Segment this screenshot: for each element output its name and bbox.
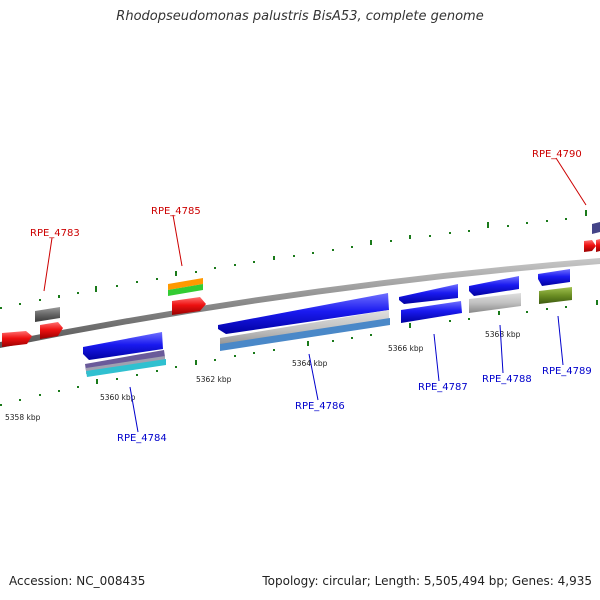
topology-text: Topology: circular; Length: 5,505,494 bp… (262, 574, 592, 588)
inner-dotted-scale (0, 300, 598, 406)
gene-rpe-4790[interactable] (584, 222, 600, 252)
gene-rpe-4787[interactable] (399, 284, 462, 323)
tick-label-5368: 5368 kbp (485, 330, 521, 339)
tick-label-5358: 5358 kbp (5, 413, 41, 422)
label-leaders (43, 157, 587, 433)
tick-label-5360: 5360 kbp (100, 393, 136, 402)
gene-label-rpe-4783[interactable]: RPE_4783 (30, 228, 80, 239)
gene-rpe-4785[interactable] (168, 278, 206, 315)
gene-label-rpe-4787[interactable]: RPE_4787 (418, 382, 468, 393)
outer-dotted-scale (0, 210, 587, 309)
gene-label-rpe-4785[interactable]: RPE_4785 (151, 206, 201, 217)
tick-label-5362: 5362 kbp (196, 375, 232, 384)
gene-label-rpe-4788[interactable]: RPE_4788 (482, 374, 532, 385)
gene-rpe-4784[interactable] (83, 332, 166, 377)
tick-label-5366: 5366 kbp (388, 344, 424, 353)
gene-rpe-4783[interactable] (2, 307, 63, 347)
gene-rpe-4786[interactable] (218, 293, 390, 351)
gene-label-rpe-4789[interactable]: RPE_4789 (542, 366, 592, 377)
tick-label-5364: 5364 kbp (292, 359, 328, 368)
gene-label-rpe-4786[interactable]: RPE_4786 (295, 401, 345, 412)
gene-rpe-4789[interactable] (538, 269, 572, 304)
map-title: Rhodopseudomonas palustris BisA53, compl… (116, 9, 484, 24)
gene-rpe-4788[interactable] (469, 276, 521, 313)
genome-backbone (0, 258, 600, 348)
accession-text: Accession: NC_008435 (9, 574, 146, 588)
gene-label-rpe-4790[interactable]: RPE_4790 (532, 149, 582, 160)
gene-label-rpe-4784[interactable]: RPE_4784 (117, 433, 167, 444)
